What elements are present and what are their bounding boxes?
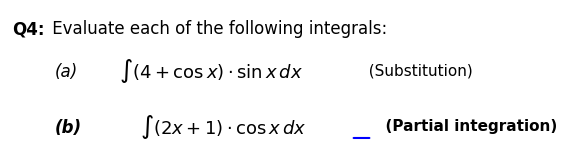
Text: $\int(2x+1)\cdot\cos x\,dx$: $\int(2x+1)\cdot\cos x\,dx$ [140, 113, 307, 141]
Text: (Substitution): (Substitution) [359, 64, 473, 79]
Text: Evaluate each of the following integrals:: Evaluate each of the following integrals… [47, 20, 387, 38]
Text: $\int(4+\cos x)\cdot\sin x\,dx$: $\int(4+\cos x)\cdot\sin x\,dx$ [119, 57, 303, 85]
Text: (Partial integration): (Partial integration) [375, 119, 557, 134]
Text: (a): (a) [55, 64, 78, 82]
Text: (b): (b) [55, 119, 82, 137]
Text: Q4:: Q4: [12, 20, 44, 38]
